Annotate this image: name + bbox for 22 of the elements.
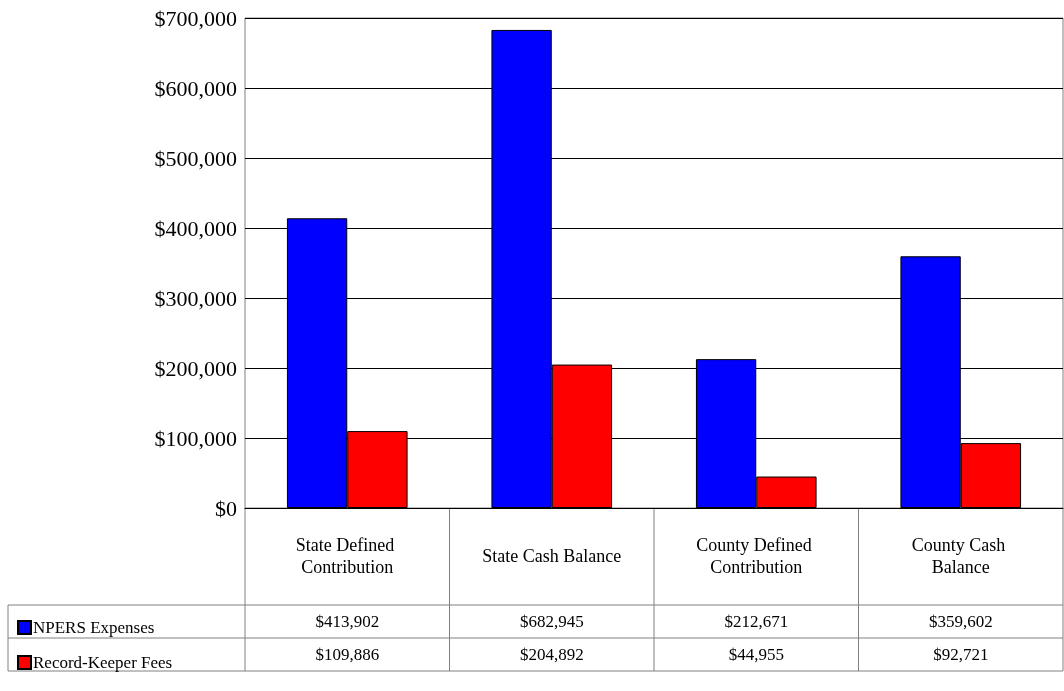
y-tick-label: $400,000 [154,215,237,241]
data-label: $413,902 [315,612,380,631]
x-tick-label: County Defined Contribution [696,535,817,577]
y-tick-label: $700,000 [154,5,237,31]
data-label: $212,671 [724,612,789,631]
data-label: $44,955 [728,645,784,664]
y-tick-label: $100,000 [154,425,237,451]
data-label: $359,602 [928,612,993,631]
data-label: $682,945 [519,612,584,631]
x-tick-label: State Defined Contribution [295,535,399,577]
data-label: $204,892 [519,645,584,664]
data-label: $109,886 [315,645,380,664]
legend-label: NPERS Expenses [33,618,155,637]
y-tick-label: $600,000 [154,75,237,101]
y-tick-label: $200,000 [154,355,237,381]
legend-label: Record-Keeper Fees [33,653,173,672]
y-tick-label: $300,000 [154,285,237,311]
y-tick-label: $0 [215,495,237,521]
x-tick-label: State Cash Balance [482,546,622,566]
y-tick-label: $500,000 [154,145,237,171]
x-tick-label: County Cash Balance [911,535,1010,577]
data-label: $92,721 [933,645,989,664]
